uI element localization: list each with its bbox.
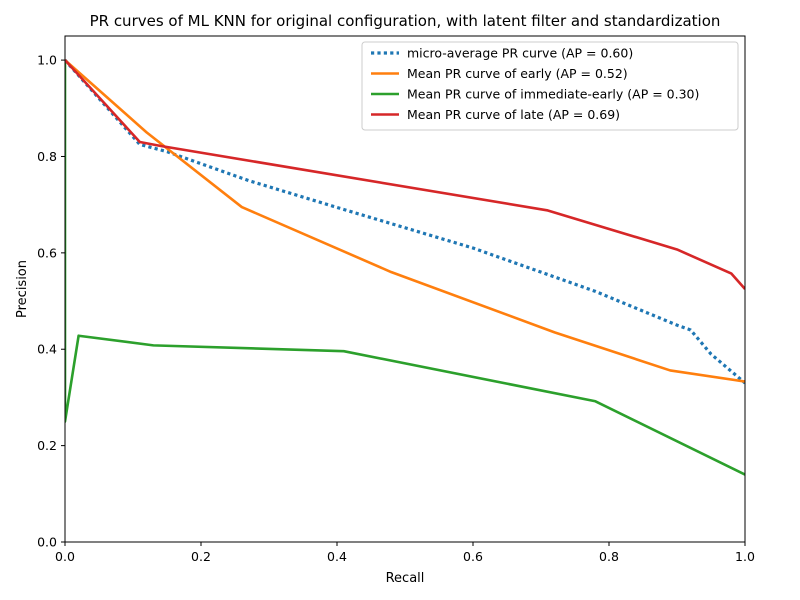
x-tick-label: 0.4 [327,549,347,564]
y-tick-label: 0.4 [37,342,57,357]
legend-label-1: micro-average PR curve (AP = 0.60) [407,46,633,61]
x-axis-label: Recall [386,571,425,586]
y-axis-label: Precision [15,260,30,318]
series-line-1 [65,59,745,385]
series-line-4 [65,59,745,290]
series-line-2 [65,59,745,383]
legend-label-3: Mean PR curve of immediate-early (AP = 0… [407,87,699,102]
plot-frame [64,35,746,543]
y-tick-label: 0.8 [37,149,57,164]
legend-box [361,41,739,131]
x-axis: 0.0 0.2 0.4 0.6 0.8 1.0 [55,542,755,564]
series-line-3 [65,60,745,476]
y-axis: 0.0 0.2 0.4 0.6 0.8 1.0 [37,53,65,550]
y-tick-label: 0.2 [37,438,57,453]
y-tick-label: 0.6 [37,245,57,260]
x-tick-label: 0.0 [55,549,75,564]
legend: micro-average PR curve (AP = 0.60) Mean P… [361,41,739,131]
y-tick-label: 0.0 [37,535,57,550]
x-tick-label: 0.8 [599,549,619,564]
series-layer [65,59,745,476]
legend-label-2: Mean PR curve of early (AP = 0.52) [407,66,628,81]
x-tick-label: 1.0 [735,549,755,564]
chart-title: PR curves of ML KNN for original configu… [90,12,721,30]
x-tick-label: 0.6 [463,549,483,564]
y-tick-label: 1.0 [37,53,57,68]
x-tick-label: 0.2 [191,549,211,564]
legend-label-4: Mean PR curve of late (AP = 0.69) [407,107,620,122]
